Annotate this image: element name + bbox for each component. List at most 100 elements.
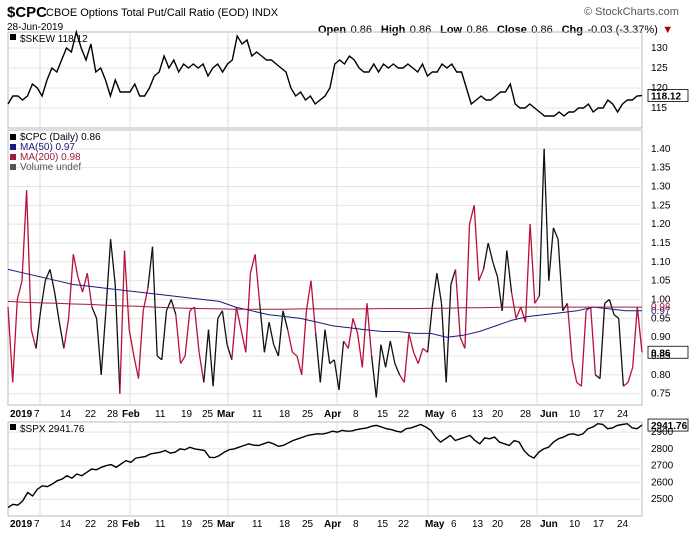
x-axis-label: 11 — [155, 519, 166, 530]
x-axis-label: Jun — [540, 519, 558, 530]
x-axis-label: Feb — [122, 409, 140, 420]
x-axis-label: 24 — [617, 409, 629, 420]
ratio-segment — [259, 303, 266, 353]
y-tick-label: 120 — [651, 83, 668, 94]
series-line-1 — [7, 29, 643, 117]
ma-price-tag: 0.97 — [651, 306, 671, 317]
ratio-segment — [156, 355, 163, 361]
panel-2 — [7, 129, 689, 406]
ratio-segment — [343, 340, 349, 349]
brand-label: © StockCharts.com — [584, 6, 679, 18]
ratio-segment — [496, 276, 503, 311]
ratio-segment — [622, 381, 629, 387]
x-axis-label: 14 — [60, 519, 72, 530]
open-label: Open — [318, 24, 347, 36]
ratio-segment — [296, 355, 303, 376]
ratio-segment — [175, 314, 182, 364]
x-axis-label: 2019 — [10, 519, 33, 530]
close-label: Close — [496, 24, 527, 36]
x-axis-label: Mar — [217, 519, 235, 530]
y-tick-label: 1.05 — [651, 276, 671, 287]
last-value-label: 118.12 — [651, 92, 681, 103]
x-axis-label: 6 — [451, 519, 457, 530]
ratio-segment — [520, 306, 527, 323]
ratio-segment — [128, 329, 135, 357]
ratio-segment — [492, 261, 499, 278]
series-line-1 — [7, 422, 643, 509]
ratio-segment — [105, 239, 112, 311]
legend-label-1: $CPC (Daily) 0.86 — [20, 132, 101, 143]
x-axis-label: 18 — [279, 519, 291, 530]
ratio-segment — [198, 352, 205, 383]
y-tick-label: 1.35 — [651, 163, 671, 174]
ratio-segment — [594, 374, 601, 380]
ratio-segment — [361, 303, 368, 368]
last-value-label: 2941.76 — [651, 421, 688, 432]
y-tick-label: 0.85 — [651, 351, 671, 362]
legend-label-2: MA(50) 0.97 — [20, 142, 75, 153]
legend-label-4: Volume undef — [20, 162, 81, 173]
x-axis-label: 7 — [34, 409, 40, 420]
high-label: High — [380, 24, 406, 36]
y-tick-label: 115 — [651, 103, 667, 114]
panel-title: $SPX 2941.76 — [20, 424, 85, 435]
x-axis-label: 17 — [593, 409, 605, 420]
open-value: 0.86 — [350, 24, 372, 36]
ratio-segment — [464, 224, 471, 349]
ratio-segment — [315, 333, 321, 383]
series-swatch — [10, 34, 16, 40]
x-axis-label: 25 — [302, 409, 314, 420]
ma-price-tag: 0.98 — [651, 302, 671, 313]
ratio-segment — [114, 284, 121, 394]
x-axis-label: 14 — [60, 409, 72, 420]
ratio-segment — [119, 250, 126, 394]
x-axis-label: 15 — [377, 519, 389, 530]
ratio-segment — [39, 280, 46, 311]
ratio-segment — [67, 254, 74, 319]
y-tick-label: 2900 — [651, 427, 674, 438]
ratio-segment — [184, 310, 191, 357]
ratio-segment — [63, 318, 70, 349]
panel-title: $SKEW 118.12 — [20, 34, 88, 45]
ratio-segment — [426, 307, 433, 353]
ohlc-summary: Open 0.86 High 0.86 Low 0.86 Close 0.86 … — [318, 20, 673, 38]
ratio-segment — [179, 355, 186, 364]
legend-label-3: MA(200) 0.98 — [20, 152, 81, 163]
ratio-segment — [137, 310, 144, 379]
x-axis-label: Apr — [324, 519, 341, 530]
y-tick-label: 1.25 — [651, 200, 671, 211]
ratio-segment — [245, 273, 252, 353]
ratio-segment — [277, 310, 284, 357]
ratio-segment — [226, 344, 233, 360]
ratio-segment — [305, 280, 312, 311]
last-value-label: 0.86 — [651, 348, 671, 359]
series-line-2 — [7, 268, 642, 338]
y-tick-label: 0.80 — [651, 370, 671, 381]
ratio-segment — [375, 344, 382, 398]
legend-swatch — [10, 164, 16, 170]
y-tick-label: 0.95 — [651, 313, 671, 324]
low-label: Low — [440, 24, 463, 36]
x-axis-label: 2019 — [10, 409, 33, 420]
panel-1 — [7, 29, 689, 129]
ratio-segment — [394, 363, 401, 376]
x-axis-label: 18 — [279, 409, 291, 420]
x-axis-label: 24 — [617, 519, 629, 530]
x-axis-label: Jun — [540, 409, 558, 420]
ratio-segment — [417, 348, 424, 364]
ratio-segment — [291, 351, 298, 357]
chg-label: Chg — [561, 24, 583, 36]
x-axis-label: 22 — [85, 519, 97, 530]
ratio-segment — [459, 336, 466, 349]
x-axis-label: 10 — [569, 409, 581, 420]
ratio-segment — [333, 359, 340, 391]
panel-3 — [7, 418, 689, 517]
x-axis-label: 10 — [569, 519, 581, 530]
last-value-tag — [647, 418, 689, 432]
ratio-segment — [389, 340, 396, 364]
ratio-segment — [454, 269, 461, 338]
ratio-segment — [268, 321, 275, 345]
x-axis-label: 17 — [593, 519, 605, 530]
y-tick-label: 2500 — [651, 494, 674, 505]
panel-frame — [7, 129, 643, 406]
